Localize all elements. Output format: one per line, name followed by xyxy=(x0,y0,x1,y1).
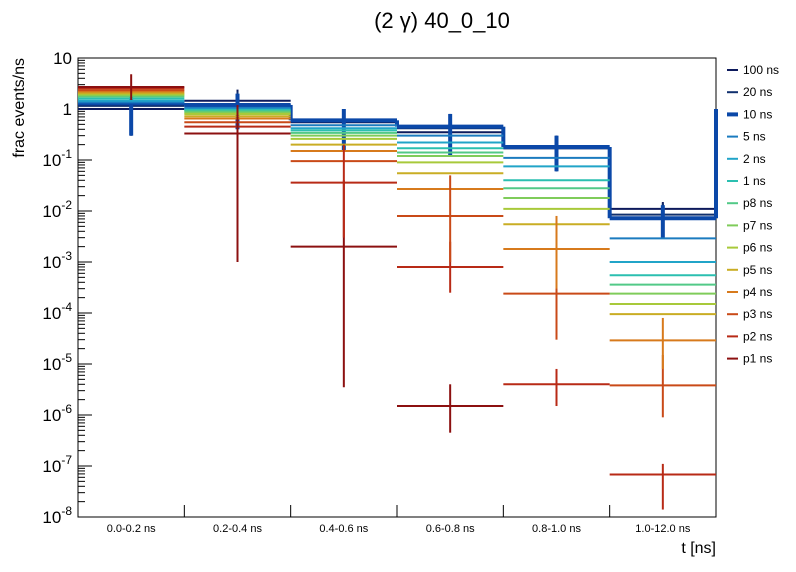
y-axis: 10-8 10-7 10-6 10-5 10-4 10-3 10-2 10-1 1 10 xyxy=(42,49,92,527)
legend-label: p2 ns xyxy=(743,329,772,343)
y-tick-label: 10-2 xyxy=(42,198,72,221)
legend-label: p8 ns xyxy=(743,196,772,210)
x-category-label: 0.4-0.6 ns xyxy=(319,523,368,535)
series-p7-ns xyxy=(78,94,716,295)
y-tick-label: 10-8 xyxy=(42,504,72,527)
legend-label: 100 ns xyxy=(743,63,779,77)
legend-label: 2 ns xyxy=(743,152,766,166)
y-tick-label: 10-6 xyxy=(42,402,72,425)
legend: 100 ns 20 ns 10 ns 5 ns 2 ns 1 ns p8 ns p7 ns p6… xyxy=(727,63,779,366)
y-tick-label: 10-7 xyxy=(42,453,72,476)
legend-label: p5 ns xyxy=(743,263,772,277)
y-axis-title: frac events/ns xyxy=(11,58,28,158)
legend-label: p1 ns xyxy=(743,352,772,366)
legend-label: p6 ns xyxy=(743,241,772,255)
y-tick-label: 10-4 xyxy=(42,300,72,323)
legend-label: 10 ns xyxy=(743,107,772,121)
series-2-ns xyxy=(78,99,716,263)
error-bars-layer xyxy=(130,74,664,510)
y-tick-label: 10-5 xyxy=(42,351,72,374)
x-category-label: 0.8-1.0 ns xyxy=(532,523,581,535)
x-category-label: 0.2-0.4 ns xyxy=(213,523,262,535)
series-100-ns xyxy=(78,89,716,227)
legend-label: p7 ns xyxy=(743,218,772,232)
legend-label: p4 ns xyxy=(743,285,772,299)
series-layer xyxy=(78,86,718,476)
y-tick-label: 10-3 xyxy=(42,249,72,272)
x-axis: 0.0-0.2 ns 0.2-0.4 ns 0.4-0.6 ns 0.6-0.8 ns… xyxy=(77,505,717,535)
x-category-label: 1.0-12.0 ns xyxy=(635,523,691,535)
legend-label: p3 ns xyxy=(743,307,772,321)
chart-title: (2 γ) 40_0_10 xyxy=(374,8,510,33)
series-p2-ns xyxy=(78,87,716,476)
legend-label: 5 ns xyxy=(743,130,766,144)
legend-label: 1 ns xyxy=(743,174,766,188)
x-axis-title: t [ns] xyxy=(681,540,716,557)
legend-label: 20 ns xyxy=(743,85,772,99)
x-category-label: 0.0-0.2 ns xyxy=(107,523,156,535)
x-category-label: 0.6-0.8 ns xyxy=(426,523,475,535)
y-tick-label: 10 xyxy=(53,49,72,68)
y-tick-label: 10-1 xyxy=(42,147,72,170)
y-tick-label: 1 xyxy=(63,100,72,119)
